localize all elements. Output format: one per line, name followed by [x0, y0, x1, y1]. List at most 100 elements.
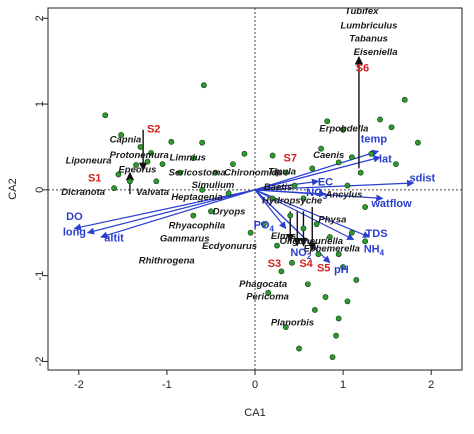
- sample-point: [318, 145, 324, 152]
- sample-point: [368, 150, 375, 157]
- site-label: S2: [147, 123, 160, 135]
- sample-point: [212, 169, 219, 176]
- sample-point: [208, 208, 214, 215]
- species-label: Physa: [318, 214, 346, 225]
- sample-point: [274, 242, 280, 249]
- site-label: S3: [268, 258, 281, 270]
- sample-point: [199, 186, 206, 193]
- x-tick-label: -2: [74, 379, 84, 391]
- sample-point: [335, 159, 342, 166]
- sample-point: [269, 195, 276, 202]
- env-label: NH4: [364, 243, 385, 257]
- sample-point: [329, 354, 336, 361]
- sample-point: [144, 158, 151, 165]
- species-label: Elmis: [271, 231, 296, 242]
- y-tick-label: 0: [34, 187, 46, 193]
- env-label: PO4: [254, 219, 275, 233]
- sample-point: [190, 212, 197, 219]
- site-label: S4: [299, 258, 313, 270]
- sample-point: [289, 259, 295, 266]
- sample-point: [282, 324, 289, 331]
- sample-point: [333, 332, 339, 339]
- species-label: Chironomids: [224, 167, 283, 178]
- sample-point: [335, 315, 342, 322]
- species-label: Ecdyonurus: [202, 241, 257, 252]
- sample-point: [296, 345, 302, 352]
- sample-point: [247, 229, 254, 236]
- sample-point: [322, 294, 329, 300]
- y-tick-label: 1: [34, 101, 46, 107]
- site-label: S6: [356, 62, 369, 74]
- sample-point: [388, 124, 395, 131]
- sample-point: [324, 118, 331, 125]
- x-tick-label: 1: [340, 379, 346, 391]
- env-label: lat: [379, 153, 392, 165]
- env-vector-long: [86, 189, 256, 235]
- env-vector-po4: [254, 189, 287, 230]
- env-vector-no3: [254, 189, 327, 198]
- sample-point: [313, 221, 320, 228]
- sample-point: [300, 225, 307, 232]
- site-label: S7: [283, 153, 296, 165]
- sample-point: [309, 165, 316, 172]
- sample-point: [326, 234, 333, 240]
- sample-point: [230, 161, 236, 168]
- sample-point: [190, 155, 197, 162]
- sample-point: [102, 112, 109, 119]
- sample-points: [102, 82, 421, 361]
- sample-point: [225, 190, 232, 197]
- species-label: Protonemura: [110, 150, 169, 161]
- site-label: S1: [88, 172, 101, 184]
- axis-ticks: -2 -1 0 1 2 -2 -1 0 1 2: [34, 15, 434, 391]
- sample-point: [199, 139, 206, 146]
- sample-point: [260, 221, 267, 228]
- zero-lines: [48, 8, 462, 370]
- env-label: altit: [104, 232, 124, 244]
- species-label: Tipula: [268, 166, 296, 177]
- species-label: Rhithrogena: [139, 256, 195, 267]
- sample-point: [282, 169, 289, 176]
- species-label: Lumbriculus: [340, 21, 397, 32]
- y-axis-title: CA2: [7, 178, 19, 199]
- sample-point: [111, 185, 117, 192]
- sample-point: [348, 154, 355, 161]
- sample-point: [340, 264, 346, 270]
- env-vector-temp: [254, 149, 380, 191]
- env-label: long: [63, 226, 86, 238]
- y-tick-label: -2: [34, 357, 46, 367]
- species-label: Dryops: [213, 207, 246, 218]
- species-label: Baetis: [264, 182, 293, 193]
- species-label: Planorbis: [271, 317, 314, 328]
- sample-point: [278, 268, 285, 275]
- sample-point: [168, 138, 175, 145]
- y-tick-label: -1: [34, 271, 46, 281]
- env-label: pH: [334, 264, 349, 276]
- sample-point: [115, 171, 122, 178]
- species-label: Erpobdella: [319, 124, 368, 135]
- sample-point: [340, 126, 346, 133]
- species-label: Sericostoma: [169, 167, 226, 178]
- species-label: Dicranota: [61, 187, 105, 198]
- site-label: S5: [317, 262, 330, 274]
- env-label: TDS: [366, 228, 388, 240]
- species-label: Gammarus: [160, 233, 210, 244]
- env-label: sdist: [410, 172, 436, 184]
- x-tick-label: 0: [252, 379, 258, 391]
- species-label: Ancylus: [324, 190, 362, 201]
- species-label: Phagocata: [239, 279, 287, 290]
- species-label: Ephemerella: [303, 244, 360, 255]
- species-label: Rhyacophila: [169, 220, 226, 231]
- env-vector-do: [73, 189, 256, 231]
- env-vector-sdist: [254, 179, 415, 191]
- sample-point: [353, 277, 360, 283]
- species-label: Pericoma: [246, 292, 289, 303]
- species-label: Hydropsyche: [262, 196, 323, 207]
- sample-point: [127, 178, 133, 185]
- species-label: Valvata: [136, 187, 169, 198]
- sample-point: [362, 238, 369, 245]
- sample-point: [362, 204, 369, 210]
- sample-point: [133, 162, 139, 168]
- env-vector-ec: [254, 178, 320, 191]
- sample-point: [287, 212, 294, 219]
- species-label: Epeorus: [118, 165, 156, 176]
